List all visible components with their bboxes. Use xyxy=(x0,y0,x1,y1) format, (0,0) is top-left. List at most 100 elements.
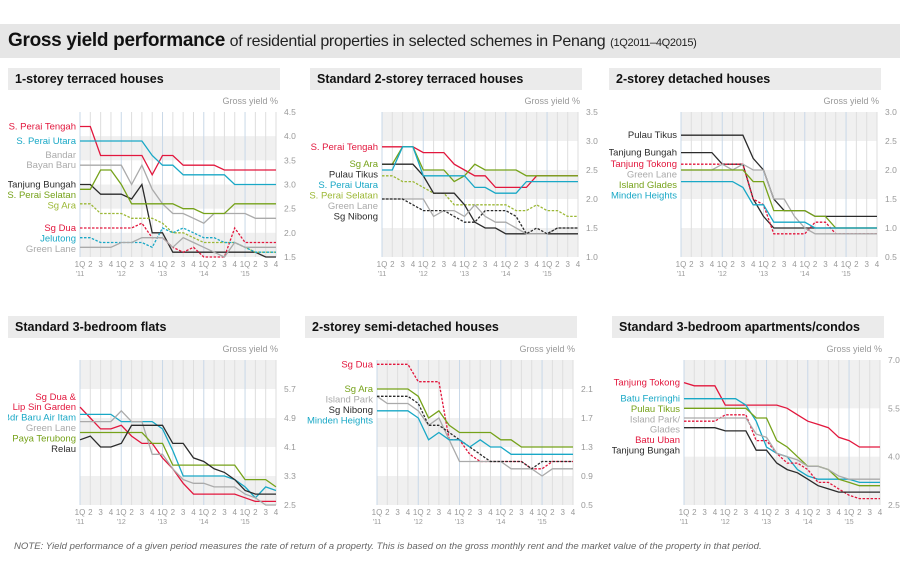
y-tick-label: 0.5 xyxy=(581,500,593,510)
x-tick-label: 1Q xyxy=(459,260,470,269)
series-label-line: Sg Ara xyxy=(47,201,76,212)
x-tick-label: 1Q xyxy=(802,508,813,517)
y-tick-label: 0.5 xyxy=(885,252,897,262)
x-tick-label: 2 xyxy=(171,260,176,269)
line-chart: 1Q'112 3 4 1Q'122 3 4 1Q'132 3 4 1Q'142 3 4 1Q'152 3 4… xyxy=(612,344,900,526)
series-label-line: Pulau Tikus xyxy=(628,130,677,141)
x-tick-label: 3 xyxy=(98,260,103,269)
x-year-label: '11 xyxy=(76,271,85,278)
y-tick-label: 2.5 xyxy=(885,136,897,146)
y-tick-label: 3.0 xyxy=(885,107,897,117)
x-year-label: '14 xyxy=(199,271,208,278)
series-line xyxy=(683,381,880,448)
x-tick-label: 2 xyxy=(253,508,258,517)
line-chart: 1Q'112 3 4 1Q'122 3 4 1Q'132 3 4 1Q'142 3 4 1Q'152 3 4… xyxy=(8,96,296,278)
series-label-line: Batu Uban xyxy=(635,435,680,446)
x-year-label: '13 xyxy=(759,271,768,278)
title-bar: Gross yield performance of residential p… xyxy=(0,24,900,58)
series-label-line: Bdr Baru Air Itam xyxy=(8,413,76,424)
series-label-line: Sg Dua xyxy=(341,359,373,370)
y-tick-label: 1.0 xyxy=(885,223,897,233)
x-tick-label: 3 xyxy=(565,260,570,269)
series-label: Green Lane xyxy=(26,244,76,255)
series-label: Paya Terubong xyxy=(12,434,76,445)
x-tick-label: 1Q xyxy=(116,508,127,517)
x-tick-label: 2 xyxy=(854,260,859,269)
chart-title-bar: Standard 2-storey terraced houses xyxy=(310,68,582,90)
y-tick-label: 4.1 xyxy=(284,442,296,452)
chart-panel-4: 1Q '11 2 3 4 1Q '12 2 3 4 1Q '13 2 3 4 1Q '14 2 3 4 1Q '15 2 3 4… xyxy=(8,316,298,556)
x-tick-label: 4 xyxy=(875,260,880,269)
x-tick-label: 3 xyxy=(699,260,704,269)
series-label-line: Green Lane xyxy=(26,244,76,255)
series-line xyxy=(382,198,578,235)
x-tick-label: 3 xyxy=(560,508,565,517)
x-tick-label: 3 xyxy=(442,260,447,269)
series-label: Batu Uban xyxy=(635,435,680,446)
series-label: Sg Ara xyxy=(344,384,373,395)
chart-panel-6: 1Q '11 2 3 4 1Q '12 2 3 4 1Q '13 2 3 4 1Q '14 2 3 4 1Q '15 2 3 4… xyxy=(612,316,900,556)
x-tick-label: 2 xyxy=(730,260,735,269)
y-axis-label: Gross yield % xyxy=(222,96,278,106)
series-label: Tanjung Bungah xyxy=(612,446,680,457)
x-tick-label: 2 xyxy=(129,260,134,269)
series-label: Tanjung Bungah xyxy=(8,180,76,191)
series-line xyxy=(681,180,877,229)
x-tick-label: 1Q xyxy=(157,508,168,517)
x-tick-label: 1Q xyxy=(75,508,86,517)
x-tick-label: 4 xyxy=(233,508,238,517)
x-tick-label: 4 xyxy=(191,508,196,517)
y-axis-label: Gross yield % xyxy=(823,96,879,106)
series-label-line: S. Perai Utara xyxy=(16,136,76,147)
x-tick-label: 3 xyxy=(864,260,869,269)
series-label: S. Perai Selatan xyxy=(310,191,378,202)
x-tick-label: 2 xyxy=(813,260,818,269)
x-tick-label: 2 xyxy=(692,508,697,517)
x-tick-label: 4 xyxy=(191,260,196,269)
x-year-label: '15 xyxy=(537,519,546,526)
x-tick-label: 2 xyxy=(689,260,694,269)
series-line xyxy=(80,163,276,224)
series-label-line: Island Glades xyxy=(619,180,677,191)
y-tick-label: 2.5 xyxy=(586,165,598,175)
x-tick-label: 4 xyxy=(233,260,238,269)
x-year-label: '11 xyxy=(680,519,689,526)
x-tick-label: 4 xyxy=(535,260,540,269)
series-label-line: Green Lane xyxy=(328,201,378,212)
series-label-line: Jelutong xyxy=(40,234,76,245)
series-label: Pulau Tikus xyxy=(628,130,677,141)
chart-panel-3: 1Q '11 2 3 4 1Q '12 2 3 4 1Q '13 2 3 4 1Q '14 2 3 4 1Q '15 2 3 4… xyxy=(609,68,899,308)
line-chart: 1Q'112 3 4 1Q'122 3 4 1Q'132 3 4 1Q'142 3 4 1Q'152 3 4… xyxy=(609,96,897,278)
x-tick-label: 1Q xyxy=(761,508,772,517)
series-label: Pulau Tikus xyxy=(329,170,378,181)
x-tick-label: 3 xyxy=(400,260,405,269)
series-line xyxy=(80,125,276,177)
y-tick-label: 5.7 xyxy=(284,384,296,394)
x-tick-label: 2 xyxy=(253,260,258,269)
series-line xyxy=(684,414,880,500)
x-tick-label: 3 xyxy=(478,508,483,517)
y-tick-label: 3.3 xyxy=(284,471,296,481)
x-tick-label: 2 xyxy=(555,260,560,269)
x-tick-label: 4 xyxy=(452,260,457,269)
series-label: Jelutong xyxy=(40,234,76,245)
series-label-line: Island Park xyxy=(325,395,373,406)
series-label-line: Minden Heights xyxy=(611,191,677,202)
x-tick-label: 4 xyxy=(406,508,411,517)
x-tick-label: 2 xyxy=(550,508,555,517)
x-tick-label: 1Q xyxy=(500,260,511,269)
series-label: S. Perai Tengah xyxy=(9,122,76,133)
series-line xyxy=(79,406,276,503)
x-year-label: '12 xyxy=(117,519,126,526)
x-tick-label: 1Q xyxy=(116,260,127,269)
x-tick-label: 1Q xyxy=(720,508,731,517)
x-tick-label: 3 xyxy=(263,260,268,269)
x-tick-label: 4 xyxy=(713,508,718,517)
x-year-label: '12 xyxy=(718,271,727,278)
x-tick-label: 2 xyxy=(212,508,217,517)
grid-band xyxy=(80,184,276,209)
series-label: Sg Nibong xyxy=(334,212,378,223)
x-tick-label: 3 xyxy=(222,260,227,269)
series-label: S. Perai Selatan xyxy=(8,190,76,201)
y-tick-label: 3.5 xyxy=(586,107,598,117)
